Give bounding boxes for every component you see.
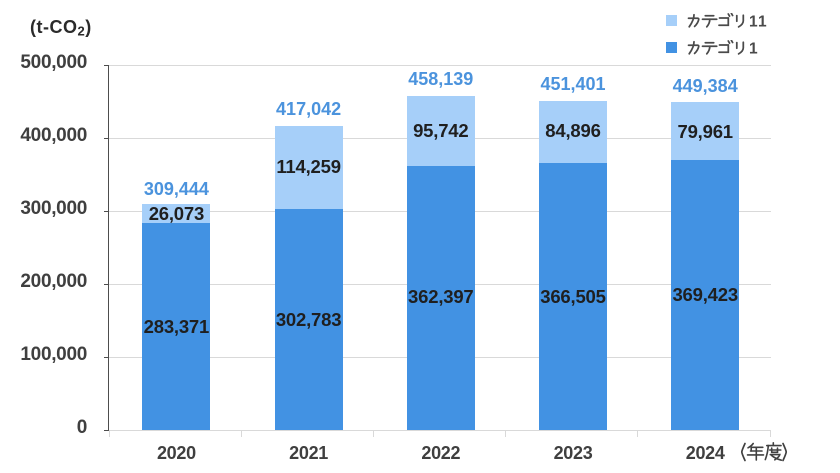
svg-text:11: 11: [749, 14, 768, 30]
svg-text:1: 1: [749, 40, 758, 56]
